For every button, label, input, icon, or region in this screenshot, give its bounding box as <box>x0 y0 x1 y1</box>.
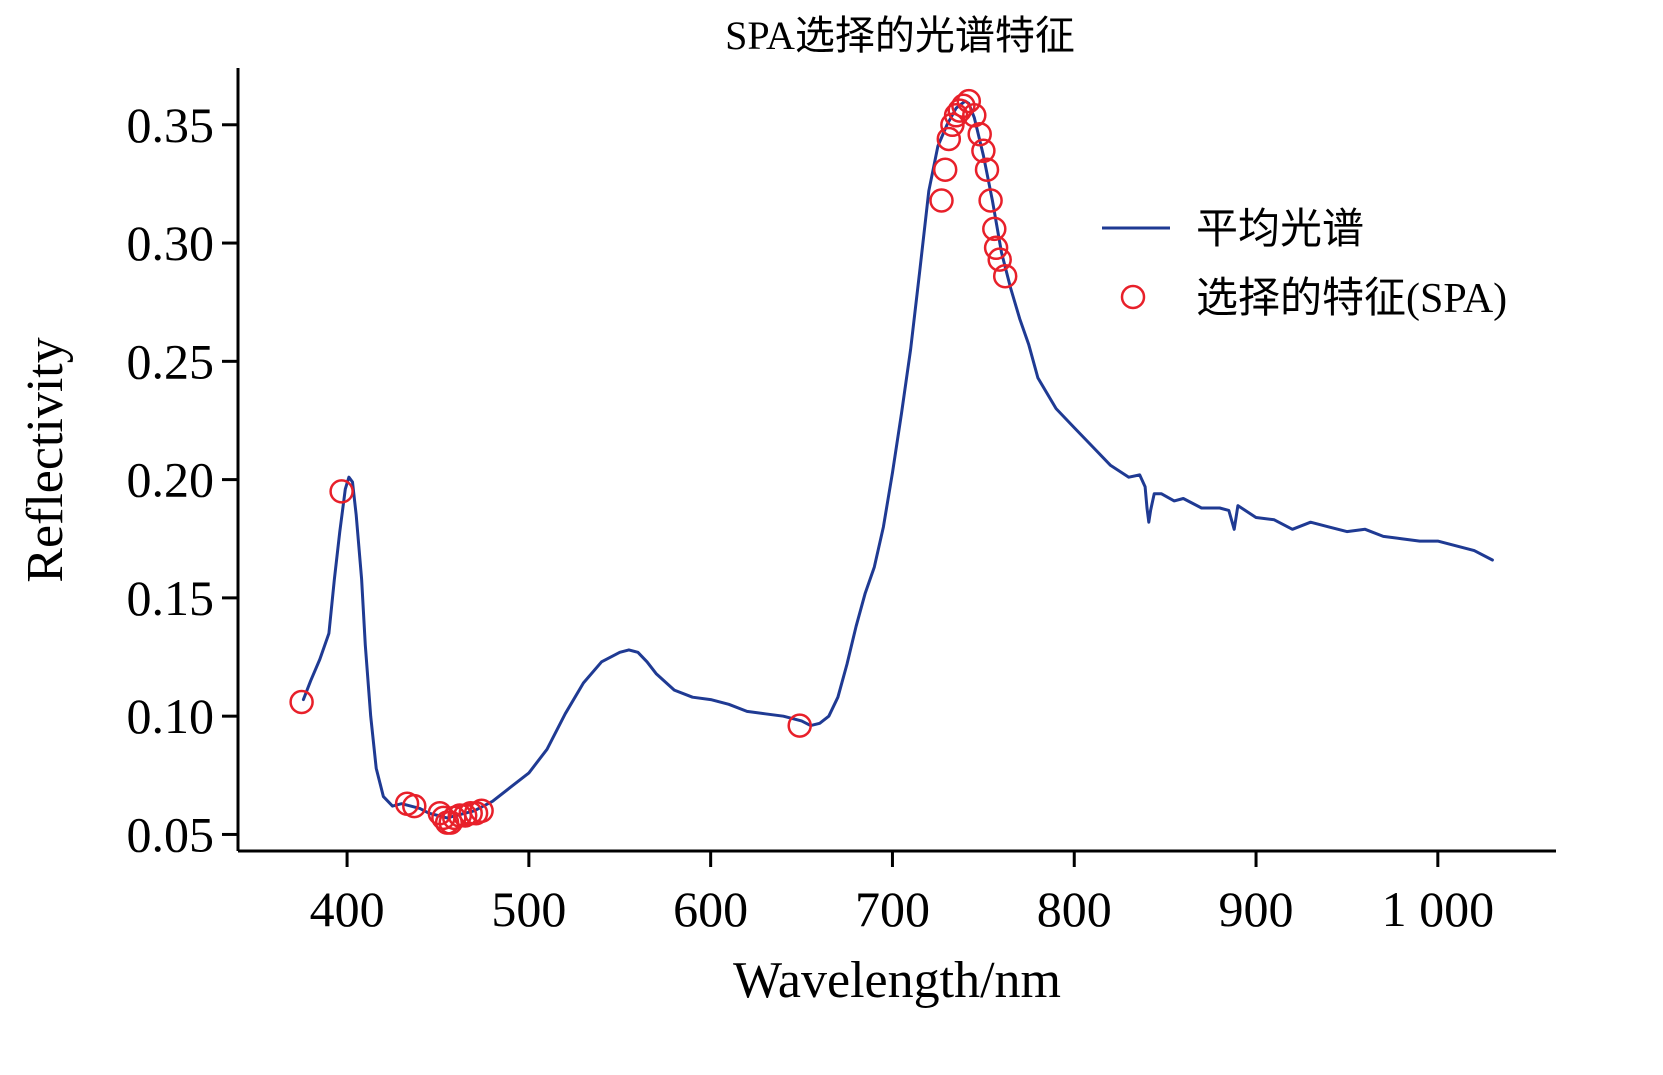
spa-feature-point <box>982 216 1007 242</box>
y-tick-label: 0.25 <box>127 333 215 389</box>
chart-title: SPA选择的光谱特征 <box>725 13 1075 58</box>
y-tick-label: 0.10 <box>127 688 215 744</box>
x-tick-label: 700 <box>855 881 930 937</box>
spa-feature-point <box>956 88 982 114</box>
y-axis-ticks: 0.05 0.10 0.15 0.20 0.25 0.30 0.35 <box>127 97 238 862</box>
y-tick-label: 0.20 <box>127 452 215 508</box>
y-tick-label: 0.35 <box>127 97 215 153</box>
series-layer <box>289 88 1494 835</box>
spa-feature-point <box>929 188 954 213</box>
spa-feature-point <box>978 188 1003 213</box>
spa-feature-point <box>787 713 812 738</box>
spa-feature-point <box>983 235 1009 261</box>
x-tick-label: 400 <box>310 881 385 937</box>
spa-feature-point <box>987 247 1012 272</box>
x-tick-label: 600 <box>673 881 748 937</box>
spa-feature-point <box>289 689 314 715</box>
spa-feature-point <box>469 798 494 824</box>
spa-feature-point <box>936 126 962 152</box>
spa-feature-point <box>974 157 1000 182</box>
x-tick-label: 500 <box>491 881 566 937</box>
axes <box>236 68 1556 853</box>
x-axis-title: Wavelength/nm <box>733 952 1061 1009</box>
legend: 平均光谱 选择的特征(SPA) <box>1102 207 1507 322</box>
spa-feature-point <box>402 793 427 819</box>
spa-feature-point <box>967 121 992 147</box>
spa-feature-point <box>932 157 958 182</box>
series-markers-spa <box>289 88 1018 835</box>
legend-label-mean-spectrum: 平均光谱 <box>1196 207 1364 253</box>
y-axis-title: Reflectivity <box>17 337 74 582</box>
spa-feature-point <box>971 138 996 164</box>
spa-feature-point <box>962 103 987 128</box>
spa-feature-point <box>992 263 1018 289</box>
x-tick-label: 800 <box>1037 881 1112 937</box>
series-line-mean-spectrum <box>301 99 1494 820</box>
x-axis-ticks: 400 500 600 700 800 900 1 000 <box>310 851 1495 937</box>
y-tick-label: 0.30 <box>127 215 215 271</box>
legend-label-spa-features: 选择的特征(SPA) <box>1196 276 1507 322</box>
spa-feature-point <box>458 800 483 826</box>
y-tick-label: 0.15 <box>127 570 215 626</box>
spa-feature-point <box>947 98 972 123</box>
x-tick-label: 900 <box>1219 881 1294 937</box>
spa-feature-point <box>329 479 354 504</box>
x-tick-label: 1 000 <box>1382 881 1495 937</box>
legend-marker-swatch <box>1120 284 1146 310</box>
y-tick-label: 0.05 <box>127 806 215 862</box>
